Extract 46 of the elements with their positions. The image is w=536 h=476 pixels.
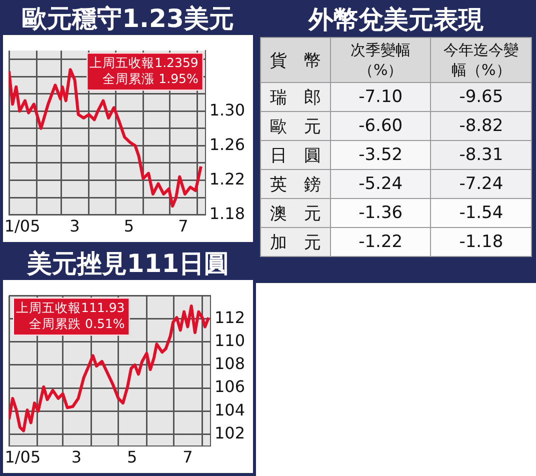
x-tick-label: 5 [124, 216, 134, 236]
y-tick-label: 110 [214, 330, 246, 350]
data-label: -1.36 [330, 198, 431, 228]
data-label: -8.82 [430, 112, 532, 140]
data-label: -1.22 [330, 228, 431, 256]
y-tick-label: 瑞 郎 [260, 82, 330, 112]
x-tick-label: 1/05 [4, 216, 40, 236]
y-tick-label: 1.22 [209, 169, 245, 188]
y-tick-label: 日 圓 [260, 140, 330, 170]
y-tick-label: 1.18 [209, 204, 245, 223]
y-tick-label: 102 [214, 423, 246, 442]
data-label: -1.18 [430, 228, 532, 256]
x-tick-label: 5 [126, 448, 138, 467]
y-tick-label: 106 [214, 377, 246, 396]
data-label: -5.24 [330, 170, 431, 198]
annotation: 全周累漲 1.95% [102, 70, 198, 86]
data-label: -1.54 [430, 198, 532, 228]
chart-title: 歐元穩守1.23美元 [21, 3, 235, 35]
data-label: -3.52 [330, 140, 431, 170]
annotation: 上周五收報111.93 [16, 300, 125, 315]
y-tick-label: 104 [214, 400, 246, 420]
data-label: -8.31 [430, 140, 532, 170]
y-tick-label: 108 [214, 354, 246, 374]
data-label: -9.65 [430, 82, 532, 112]
y-tick-label: 1.30 [209, 100, 245, 120]
x-tick-label: 1/05 [4, 448, 41, 467]
annotation: 上周五收報1.2359 [90, 54, 198, 70]
y-tick-label: 澳 元 [260, 198, 330, 228]
y-tick-label: 112 [214, 308, 246, 327]
x-tick-label: 今年迄今變幅（%） [442, 40, 520, 80]
data-label: -7.10 [330, 82, 431, 112]
x-tick-label: 3 [70, 216, 80, 236]
chart-title: 外幣兌美元表現 [307, 4, 484, 36]
x-tick-label: 3 [71, 448, 82, 467]
chart-title: 美元挫見111日圓 [26, 248, 230, 280]
y-axis-title: 貨 幣 [260, 38, 330, 82]
y-tick-label: 英 鎊 [260, 170, 330, 198]
y-tick-label: 加 元 [260, 228, 330, 256]
x-tick-label: 7 [178, 216, 188, 236]
y-tick-label: 歐 元 [260, 112, 330, 140]
x-tick-label: 次季變幅（%） [350, 40, 412, 80]
annotation: 全周累跌 0.51% [29, 316, 125, 331]
data-label: -7.24 [430, 170, 532, 198]
x-tick-label: 7 [182, 448, 193, 467]
data-label: -6.60 [330, 112, 431, 140]
y-tick-label: 1.26 [209, 134, 245, 154]
